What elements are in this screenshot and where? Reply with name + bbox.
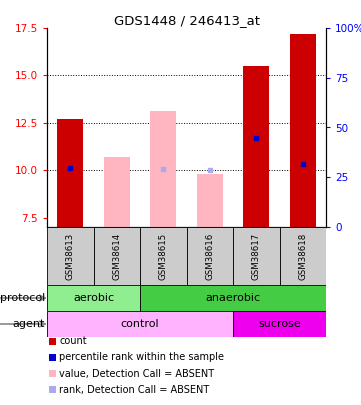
Text: aerobic: aerobic bbox=[73, 293, 114, 303]
Bar bbox=[47, 227, 93, 285]
Text: GSM38614: GSM38614 bbox=[112, 232, 121, 279]
Text: value, Detection Call = ABSENT: value, Detection Call = ABSENT bbox=[59, 369, 214, 379]
Bar bbox=[187, 227, 233, 285]
Bar bbox=[233, 227, 279, 285]
Text: GSM38616: GSM38616 bbox=[205, 232, 214, 279]
Text: sucrose: sucrose bbox=[258, 319, 301, 329]
Text: control: control bbox=[121, 319, 159, 329]
Text: GSM38618: GSM38618 bbox=[298, 232, 307, 279]
Text: GSM38615: GSM38615 bbox=[159, 232, 168, 279]
Text: percentile rank within the sample: percentile rank within the sample bbox=[59, 352, 224, 362]
Bar bbox=[243, 66, 269, 227]
Text: rank, Detection Call = ABSENT: rank, Detection Call = ABSENT bbox=[59, 384, 209, 394]
Text: anaerobic: anaerobic bbox=[205, 293, 261, 303]
Bar bbox=[93, 227, 140, 285]
Bar bbox=[57, 119, 83, 227]
Text: agent: agent bbox=[13, 319, 45, 329]
Text: count: count bbox=[59, 337, 87, 347]
Text: GSM38617: GSM38617 bbox=[252, 232, 261, 279]
Title: GDS1448 / 246413_at: GDS1448 / 246413_at bbox=[113, 14, 260, 27]
Bar bbox=[104, 157, 130, 227]
Bar bbox=[140, 285, 326, 311]
Text: protocol: protocol bbox=[0, 293, 45, 303]
Text: GSM38613: GSM38613 bbox=[66, 232, 75, 279]
Bar bbox=[140, 227, 187, 285]
Bar bbox=[233, 311, 326, 337]
Bar bbox=[290, 34, 316, 227]
Bar bbox=[47, 285, 140, 311]
Bar bbox=[279, 227, 326, 285]
Bar bbox=[47, 311, 233, 337]
Bar bbox=[197, 174, 222, 227]
Bar bbox=[151, 111, 176, 227]
